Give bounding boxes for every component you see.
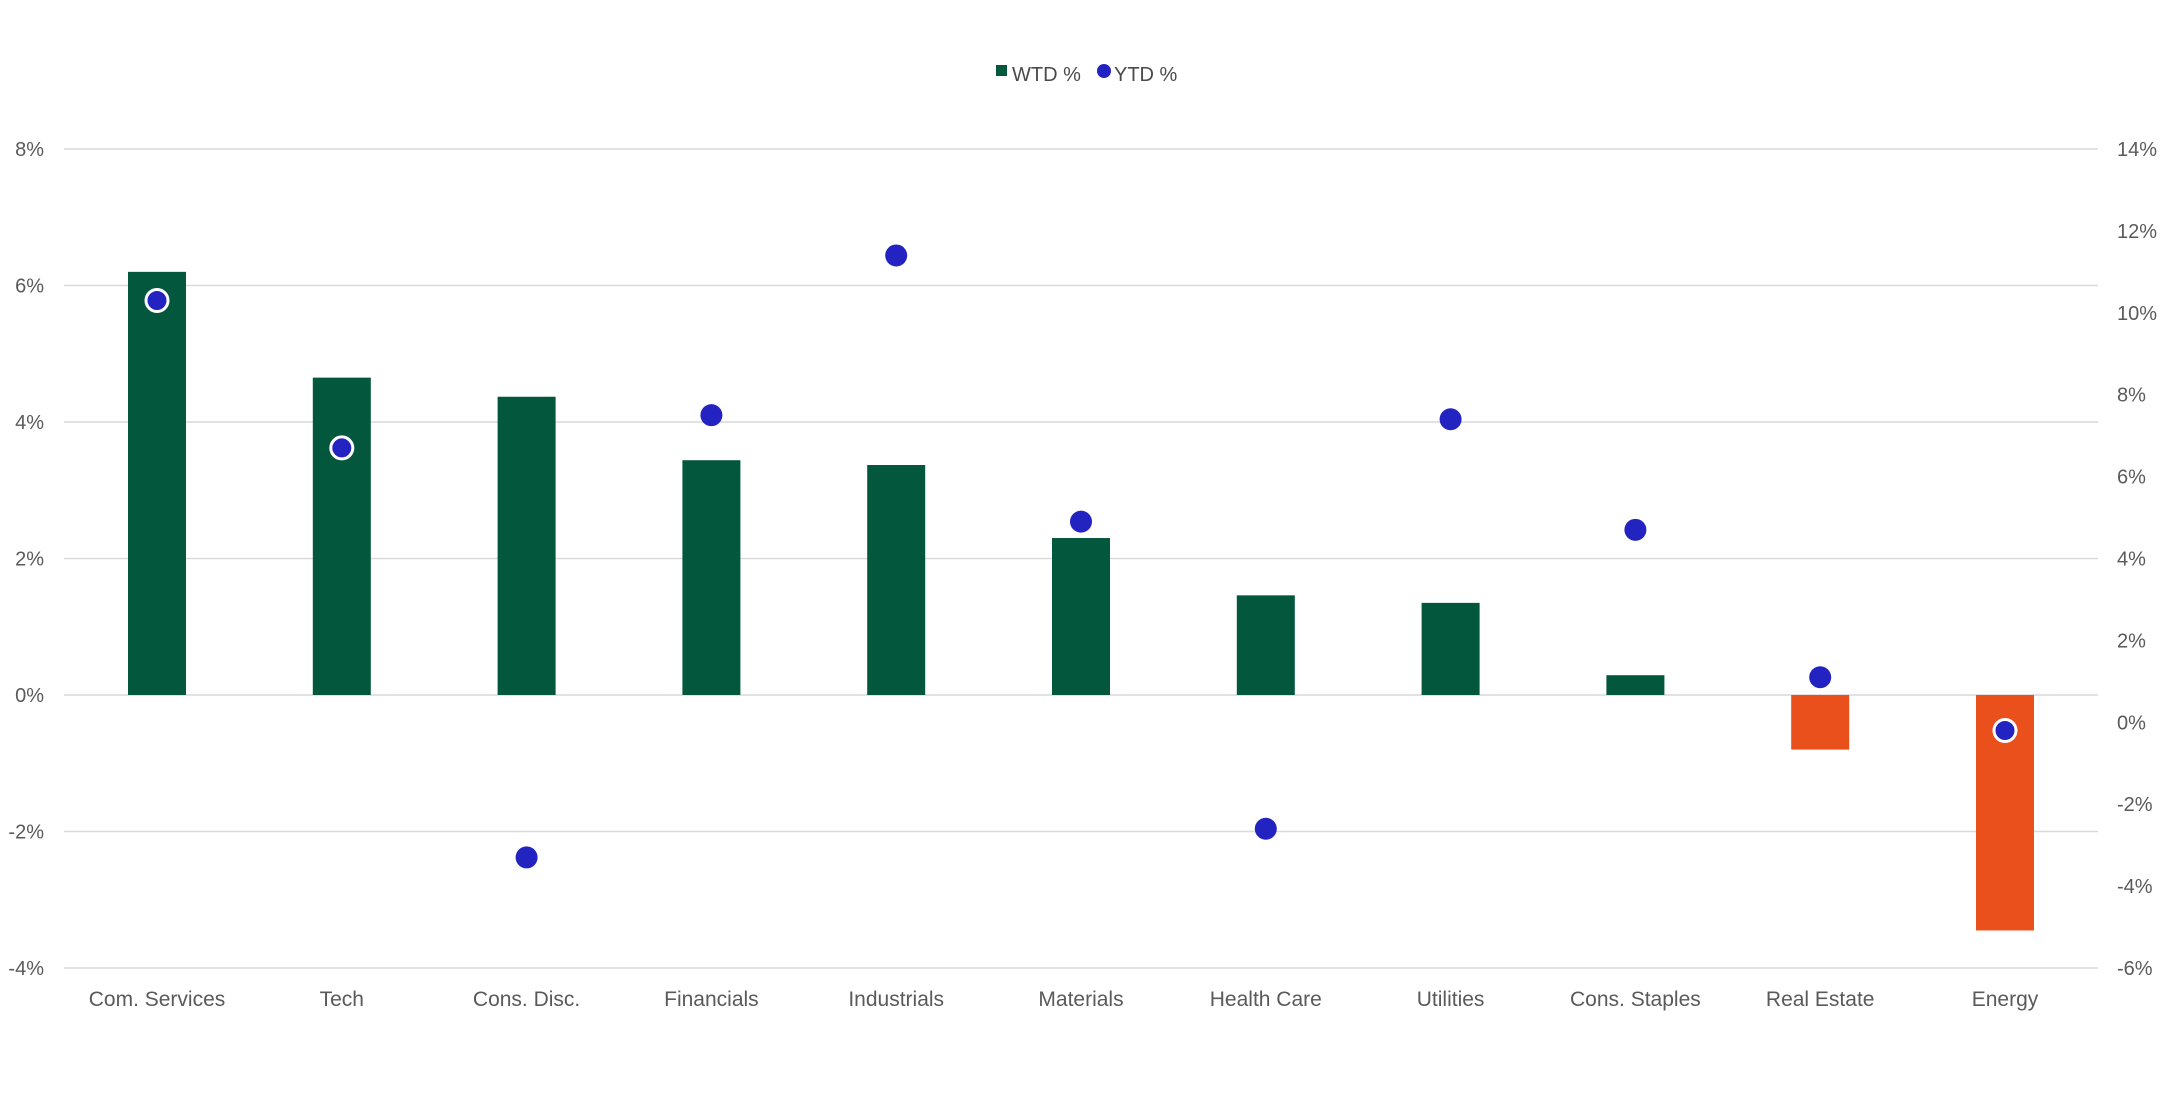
left-tick-label: 8% <box>15 139 44 161</box>
right-tick-label: -4% <box>2117 876 2153 898</box>
legend-label-wtd: WTD % <box>1012 64 1081 86</box>
left-tick-label: 2% <box>15 549 44 571</box>
right-tick-label: 2% <box>2117 630 2146 652</box>
category-label: Materials <box>1038 988 1123 1011</box>
bar-wtd <box>1236 595 1295 695</box>
category-label: Com. Services <box>89 988 226 1011</box>
legend-marker-wtd <box>996 65 1007 76</box>
dot-ytd <box>329 435 355 461</box>
right-y-axis: -6% -4% -2% 0% 2% 4% 6% 8% 10% 12% 14% <box>2117 139 2157 980</box>
dot-ytd <box>700 404 723 427</box>
category-label: Financials <box>664 988 759 1011</box>
right-tick-label: 8% <box>2117 385 2146 407</box>
category-label: Real Estate <box>1766 988 1875 1011</box>
bar-wtd <box>682 460 741 695</box>
right-tick-label: 12% <box>2117 221 2157 243</box>
dot-ytd <box>515 846 538 869</box>
dot-ytd <box>1992 717 2018 743</box>
dot-ytd <box>1809 666 1832 689</box>
legend: WTD % YTD % <box>996 64 1178 86</box>
category-labels: Com. Services Tech Cons. Disc. Financials In… <box>89 988 2039 1011</box>
left-tick-label: 4% <box>15 412 44 434</box>
category-label: Energy <box>1972 988 2039 1011</box>
left-y-axis: -4% -2% 0% 2% 4% 6% 8% <box>8 139 44 980</box>
dot-ytd <box>1439 408 1462 431</box>
dot-ytd <box>1070 510 1092 533</box>
bar-wtd <box>1421 602 1480 695</box>
left-tick-label: 6% <box>15 276 44 298</box>
right-tick-label: 4% <box>2117 549 2146 571</box>
bar-wtd <box>1052 538 1110 695</box>
category-label: Cons. Disc. <box>473 988 580 1011</box>
right-tick-label: 10% <box>2117 303 2157 325</box>
bar-wtd <box>128 271 186 695</box>
bar-wtd <box>312 377 371 695</box>
dot-ytd <box>144 288 170 314</box>
legend-marker-ytd <box>1097 64 1111 78</box>
right-tick-label: 0% <box>2117 712 2146 734</box>
bar-wtd <box>867 464 926 695</box>
category-label: Tech <box>320 988 364 1011</box>
category-label: Utilities <box>1417 988 1485 1011</box>
ytd-dots <box>144 244 2018 869</box>
right-tick-label: 14% <box>2117 139 2157 161</box>
left-tick-label: 0% <box>15 685 44 707</box>
left-tick-label: -4% <box>8 958 44 980</box>
bar-wtd <box>497 396 556 695</box>
right-tick-label: 6% <box>2117 467 2146 489</box>
dot-ytd <box>1254 817 1277 840</box>
category-label: Industrials <box>848 988 944 1011</box>
right-tick-label: -2% <box>2117 794 2153 816</box>
legend-label-ytd: YTD % <box>1114 64 1178 86</box>
wtd-bars <box>128 271 2034 931</box>
dot-ytd <box>1624 518 1647 541</box>
category-label: Health Care <box>1210 988 1322 1011</box>
bar-wtd <box>1606 675 1665 695</box>
dot-ytd <box>885 244 908 267</box>
right-tick-label: -6% <box>2117 958 2153 980</box>
left-tick-label: -2% <box>8 822 44 844</box>
category-label: Cons. Staples <box>1570 988 1701 1011</box>
bar-wtd <box>1791 695 1850 750</box>
